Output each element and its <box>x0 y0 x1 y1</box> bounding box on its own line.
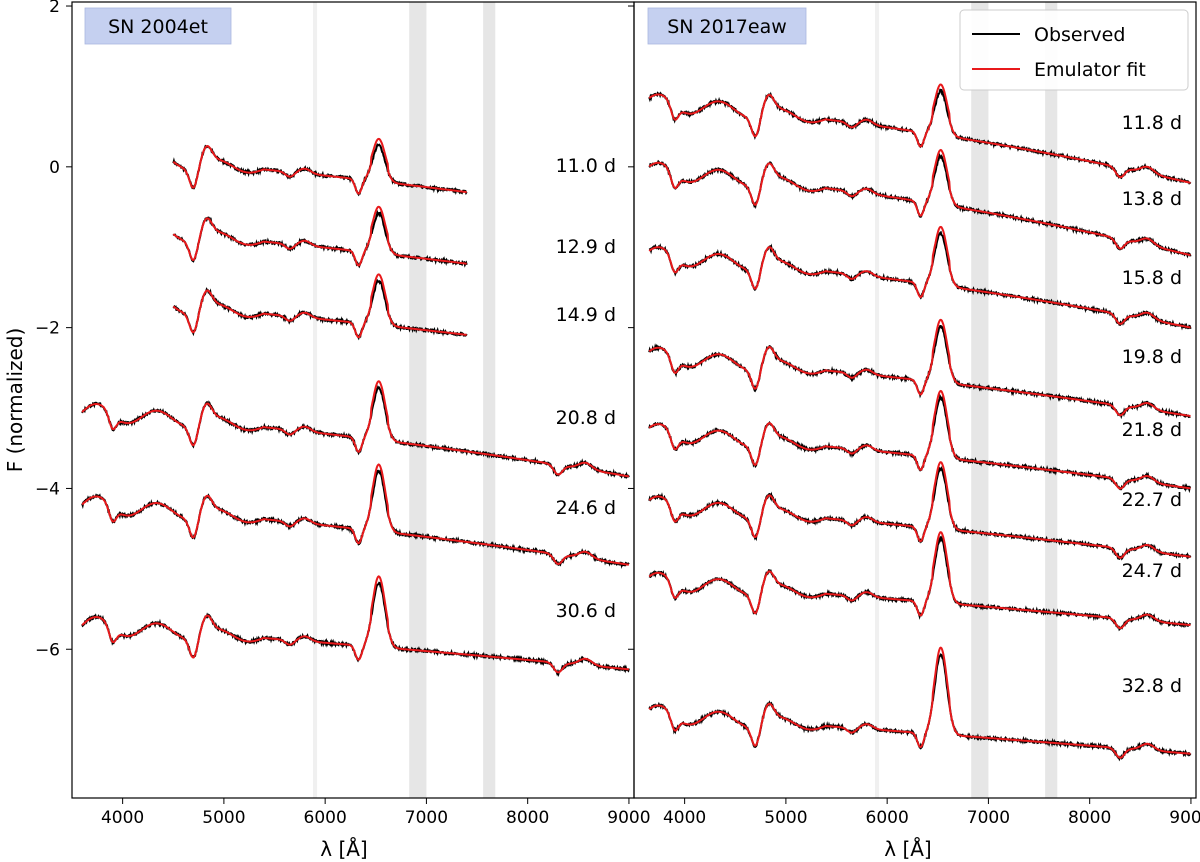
epoch-label: 11.0 d <box>556 155 616 177</box>
epoch-label: 13.8 d <box>1122 188 1182 210</box>
emulator-fit <box>81 463 630 566</box>
sn-label-right: SN 2017eaw <box>667 16 787 38</box>
epoch-label: 21.8 d <box>1122 419 1182 441</box>
spectra <box>81 83 1192 762</box>
observed-spectrum <box>81 581 630 678</box>
observed-spectrum <box>648 230 1192 331</box>
telluric-band <box>313 2 318 798</box>
x-tick-label: 6000 <box>304 808 347 828</box>
legend-emulator-label: Emulator fit <box>1034 59 1146 81</box>
observed-spectrum <box>648 88 1192 185</box>
sn-label-left: SN 2004et <box>108 16 208 38</box>
emulator-fit <box>648 461 1191 559</box>
epoch-label: 14.9 d <box>556 304 616 326</box>
panel-left-frame <box>71 1 635 799</box>
epoch-label: 32.8 d <box>1122 675 1182 697</box>
telluric-band <box>971 2 989 798</box>
emulator-fit <box>172 273 467 339</box>
y-tick-label: −4 <box>35 479 60 499</box>
observed-spectrum <box>648 393 1192 494</box>
y-tick-label: −6 <box>35 640 60 660</box>
emulator-fit <box>172 137 467 195</box>
telluric-bands <box>313 2 1058 798</box>
telluric-band <box>483 2 496 798</box>
telluric-band <box>875 2 880 798</box>
sn-label-right-box <box>647 7 807 45</box>
x-tick-label: 6000 <box>866 808 909 828</box>
epoch-label: 30.6 d <box>556 600 616 622</box>
x-tick-label: 9000 <box>607 808 650 828</box>
emulator-fit <box>81 380 630 478</box>
observed-spectrum <box>81 469 630 570</box>
x-axis-title-left: λ [Å] <box>320 837 367 861</box>
epoch-label: 15.8 d <box>1122 267 1182 289</box>
y-tick-label: −2 <box>35 319 60 339</box>
epoch-label: 20.8 d <box>556 407 616 429</box>
x-tick-label: 5000 <box>202 808 245 828</box>
epoch-label: 24.7 d <box>1122 560 1182 582</box>
observed-spectrum <box>648 152 1192 259</box>
x-tick-label: 8000 <box>506 808 549 828</box>
emulator-fit <box>648 148 1191 257</box>
x-axis-title-right: λ [Å] <box>884 837 931 861</box>
x-tick-label: 4000 <box>101 808 144 828</box>
epoch-label: 22.7 d <box>1122 489 1182 511</box>
epoch-label: 12.9 d <box>556 236 616 258</box>
epoch-label: 24.6 d <box>556 497 616 519</box>
emulator-fit <box>648 389 1191 490</box>
x-tick-label: 7000 <box>967 808 1010 828</box>
x-tick-label: 7000 <box>405 808 448 828</box>
y-tick-label: 2 <box>49 0 60 17</box>
x-tick-label: 5000 <box>764 808 807 828</box>
emulator-fit <box>648 531 1191 630</box>
epoch-label: 11.8 d <box>1122 112 1182 134</box>
axis-ticks: 4000 5000 6000 7000 8000 9000 4000 5000 6000 7000… <box>35 0 1200 828</box>
sn-label-left-box <box>84 7 232 45</box>
legend-observed-label: Observed <box>1034 24 1125 46</box>
legend: Observed Emulator fit <box>959 9 1189 91</box>
observed-spectrum <box>648 653 1192 762</box>
epoch-labels: 11.0 d 12.9 d 14.9 d 20.8 d 24.6 d 30.6 d 11.8… <box>556 112 1182 697</box>
emulator-fit <box>648 83 1191 184</box>
emulator-fit <box>648 318 1191 417</box>
observed-spectrum <box>648 465 1192 561</box>
y-axis-title: F (normalized) <box>3 328 27 473</box>
panel-right-frame <box>633 1 1197 799</box>
emulator-fit <box>648 646 1191 759</box>
y-tick-label: 0 <box>49 158 60 178</box>
x-tick-label: 4000 <box>663 808 706 828</box>
emulator-fit <box>81 575 630 674</box>
emulator-fit <box>172 205 467 267</box>
x-tick-label: 9000 <box>1169 808 1200 828</box>
emulator-fit <box>648 225 1191 329</box>
epoch-label: 19.8 d <box>1122 346 1182 368</box>
telluric-band <box>1045 2 1058 798</box>
x-tick-label: 8000 <box>1068 808 1111 828</box>
observed-spectrum <box>648 325 1191 420</box>
telluric-band <box>409 2 427 798</box>
